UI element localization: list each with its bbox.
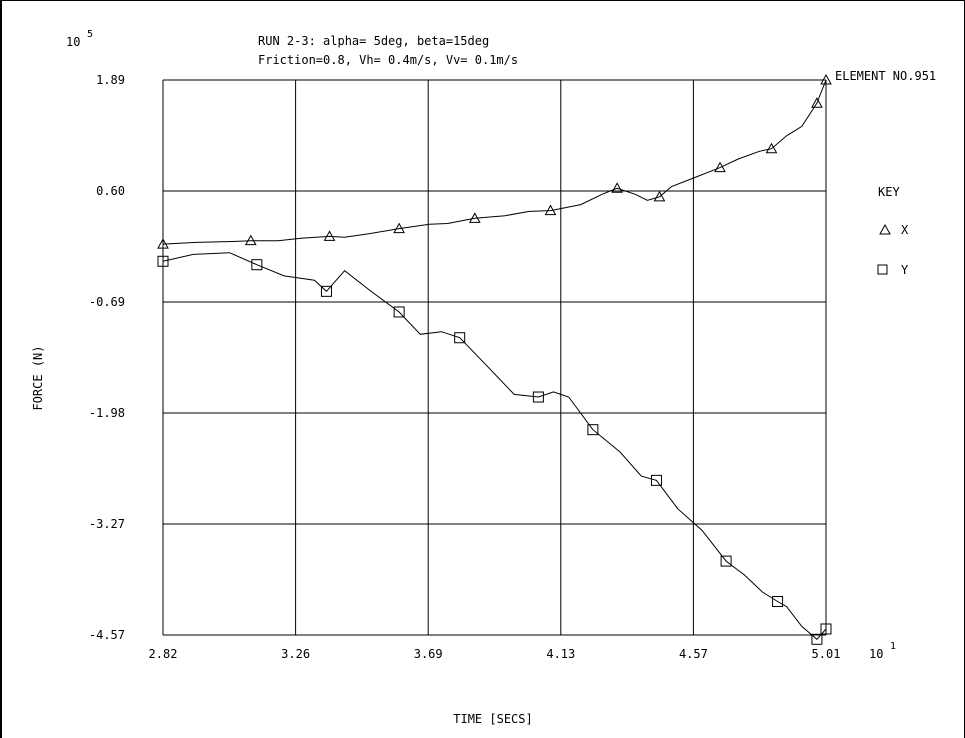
series-line-x: [162, 79, 827, 245]
point-marker-y: [772, 595, 784, 607]
point-marker-y: [650, 474, 662, 486]
y-tick-label: -3.27: [89, 517, 125, 531]
point-marker-x: [811, 97, 823, 108]
y-multiplier-base: 10: [66, 35, 80, 49]
element-label: ELEMENT NO.951: [835, 69, 936, 83]
point-marker-y: [393, 306, 405, 318]
series-line-y: [162, 252, 827, 640]
chart-title: RUN 2-3: alpha= 5deg, beta=15deg: [258, 34, 489, 48]
point-marker-x: [323, 230, 336, 241]
x-tick-label: 3.69: [414, 647, 443, 661]
series-layer: [157, 73, 832, 645]
point-marker-x: [244, 234, 257, 246]
point-marker-y: [251, 259, 263, 271]
y-tick-label: -4.57: [89, 628, 125, 642]
x-tick-label: 3.26: [281, 647, 310, 661]
x-multiplier-exp: 1: [890, 641, 896, 652]
point-marker-x: [653, 190, 666, 202]
plot-grid: [162, 79, 827, 636]
y-tick-label: 0.60: [96, 184, 125, 198]
point-marker-y: [820, 623, 832, 635]
point-marker-x: [544, 204, 557, 216]
point-marker-y: [532, 391, 544, 403]
legend-square-icon: [877, 264, 888, 275]
point-marker-x: [468, 212, 481, 223]
point-marker-x: [820, 73, 832, 85]
point-marker-y: [157, 255, 169, 267]
y-tick-labels: 1.89 0.60 -0.69 -1.98 -3.27 -4.57: [89, 73, 125, 642]
point-marker-y: [454, 332, 466, 344]
legend-label-x: X: [901, 223, 909, 237]
point-marker-y: [720, 555, 732, 567]
y-tick-label: -1.98: [89, 406, 125, 420]
point-marker-y: [320, 285, 332, 297]
x-tick-label: 2.82: [149, 647, 178, 661]
x-tick-labels: 2.82 3.26 3.69 4.13 4.57 5.01: [149, 647, 841, 661]
chart-subtitle: Friction=0.8, Vh= 0.4m/s, Vv= 0.1m/s: [258, 53, 518, 67]
x-tick-label: 4.13: [546, 647, 575, 661]
point-marker-x: [714, 161, 726, 173]
y-tick-label: 1.89: [96, 73, 125, 87]
point-marker-x: [393, 222, 405, 234]
legend-title: KEY: [878, 185, 900, 199]
point-marker-y: [587, 424, 599, 436]
legend: KEY X Y: [877, 185, 909, 277]
y-axis-label: FORCE (N): [31, 345, 45, 410]
x-tick-label: 5.01: [812, 647, 841, 661]
y-tick-label: -0.69: [89, 295, 125, 309]
x-multiplier-base: 10: [869, 647, 883, 661]
y-multiplier-exp: 5: [87, 29, 93, 40]
legend-triangle-icon: [879, 223, 891, 235]
x-tick-label: 4.57: [679, 647, 708, 661]
point-marker-y: [811, 633, 823, 645]
point-marker-x: [765, 142, 778, 154]
point-marker-x: [157, 238, 169, 249]
legend-label-y: Y: [901, 263, 909, 277]
x-axis-label: TIME [SECS]: [453, 712, 532, 726]
point-marker-x: [611, 182, 623, 193]
